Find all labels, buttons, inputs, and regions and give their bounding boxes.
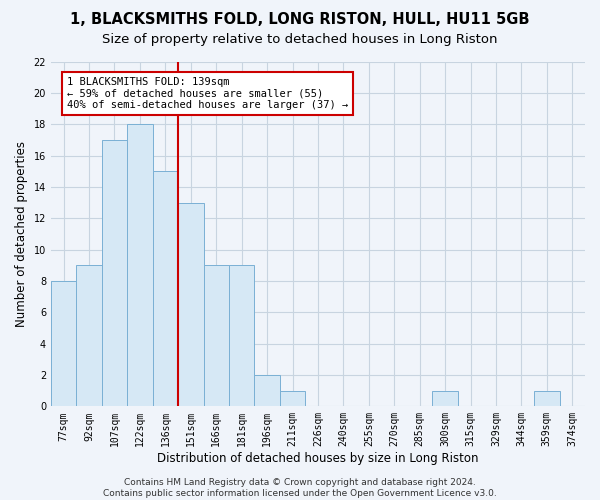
Text: 1, BLACKSMITHS FOLD, LONG RISTON, HULL, HU11 5GB: 1, BLACKSMITHS FOLD, LONG RISTON, HULL, … — [70, 12, 530, 28]
Bar — [102, 140, 127, 406]
Text: Contains HM Land Registry data © Crown copyright and database right 2024.
Contai: Contains HM Land Registry data © Crown c… — [103, 478, 497, 498]
Bar — [152, 171, 178, 406]
Bar — [229, 266, 254, 406]
Bar — [203, 266, 229, 406]
Bar — [178, 202, 203, 406]
Text: 1 BLACKSMITHS FOLD: 139sqm
← 59% of detached houses are smaller (55)
40% of semi: 1 BLACKSMITHS FOLD: 139sqm ← 59% of deta… — [67, 77, 348, 110]
Bar — [534, 390, 560, 406]
Text: Size of property relative to detached houses in Long Riston: Size of property relative to detached ho… — [102, 32, 498, 46]
Y-axis label: Number of detached properties: Number of detached properties — [15, 141, 28, 327]
Bar — [127, 124, 152, 406]
Bar — [51, 281, 76, 406]
Bar — [280, 390, 305, 406]
Bar — [254, 375, 280, 406]
Bar — [433, 390, 458, 406]
Bar — [76, 266, 102, 406]
X-axis label: Distribution of detached houses by size in Long Riston: Distribution of detached houses by size … — [157, 452, 479, 465]
